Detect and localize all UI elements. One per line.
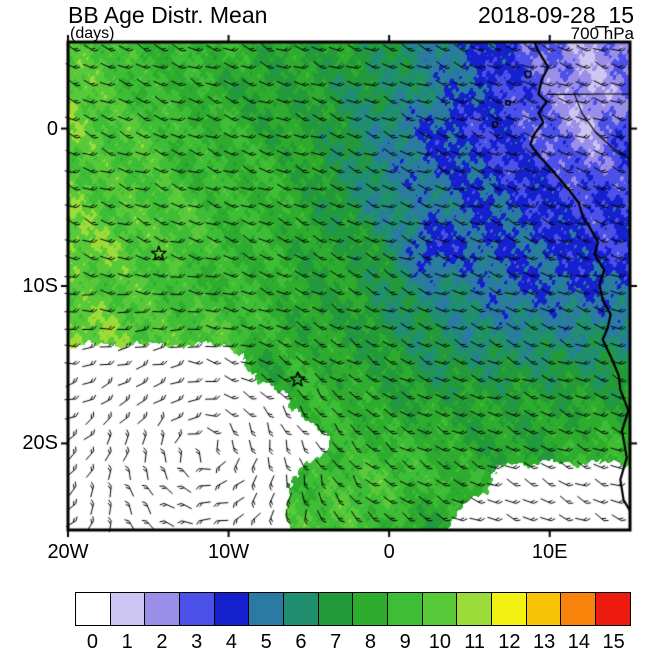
colorbar-label: 10: [428, 631, 451, 653]
colorbar-cell: [248, 592, 285, 626]
plot-units-label: (days): [70, 25, 115, 42]
colorbar-label: 12: [498, 631, 521, 653]
colorbar-cell: [75, 592, 112, 626]
colorbar-cell: [282, 592, 320, 626]
colorbar-cell: [490, 592, 528, 626]
y-tick-label: 0: [46, 117, 58, 140]
colorbar-label: 2: [156, 631, 168, 653]
x-tick-label: 0: [383, 541, 395, 563]
colorbar-cell: [594, 592, 631, 626]
x-tick-label: 10E: [531, 541, 568, 563]
colorbar-cell: [109, 592, 146, 626]
plot-datetime: 2018-09-28_15: [477, 2, 634, 28]
colorbar-cell: [144, 592, 181, 626]
colorbar-label: 0: [86, 631, 98, 653]
plot-level-label: 700 hPa: [570, 24, 634, 43]
colorbar-label: 15: [602, 631, 625, 653]
x-tick-label: 20W: [47, 541, 89, 563]
colorbar-label: 5: [260, 631, 272, 653]
map-canvas: [0, 0, 650, 565]
colorbar: [75, 592, 631, 626]
colorbar-cell: [456, 592, 493, 626]
colorbar-label: 4: [225, 631, 237, 653]
y-tick-label: 20S: [22, 432, 58, 455]
colorbar-label: 3: [191, 631, 203, 653]
colorbar-cell: [317, 592, 354, 626]
colorbar-label: 6: [295, 631, 307, 653]
colorbar-cell: [421, 592, 458, 626]
colorbar-cell: [525, 592, 562, 626]
colorbar-cell: [352, 592, 389, 626]
colorbar-cell: [386, 592, 424, 626]
colorbar-label: 7: [330, 631, 342, 653]
colorbar-label: 13: [533, 631, 556, 653]
colorbar-labels: 0 1 2 3 4 5 6 7 8 9 10 11 12 13 14 15: [75, 631, 631, 654]
colorbar-cell: [213, 592, 250, 626]
colorbar-label: 9: [399, 631, 411, 653]
colorbar-label: 1: [121, 631, 133, 653]
colorbar-label: 8: [364, 631, 376, 653]
colorbar-cell: [560, 592, 597, 626]
colorbar-cell: [178, 592, 216, 626]
plot-title: BB Age Distr. Mean: [68, 2, 268, 28]
colorbar-label: 14: [567, 631, 590, 653]
colorbar-label: 11: [464, 631, 485, 653]
y-tick-label: 10S: [22, 275, 58, 297]
x-tick-label: 10W: [208, 541, 250, 563]
